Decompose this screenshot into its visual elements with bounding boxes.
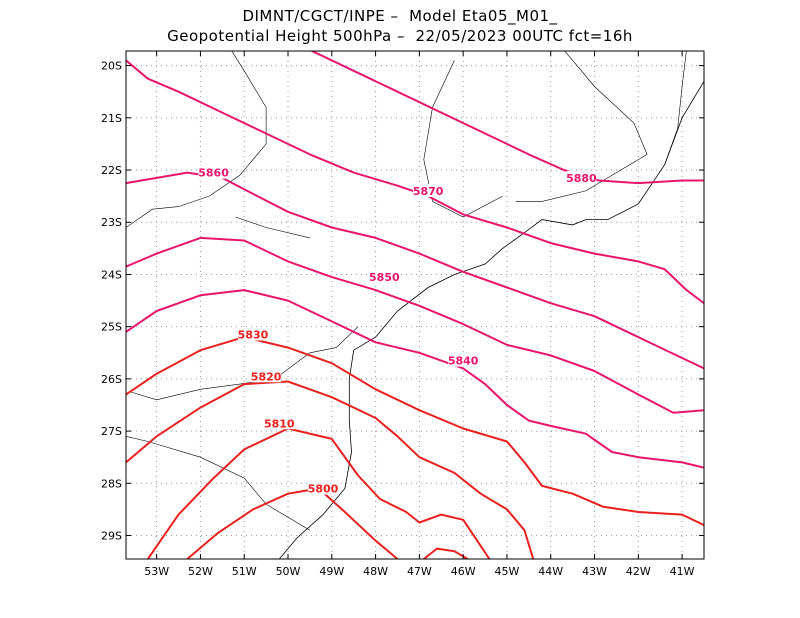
lat-tick-label: 25S	[101, 321, 122, 334]
lon-tick-label: 51W	[232, 565, 257, 578]
contour-label-bg	[566, 170, 597, 184]
lon-tick-label: 50W	[276, 565, 301, 578]
lat-tick-label: 29S	[101, 530, 122, 543]
contour-label-5820: 5820	[251, 370, 282, 383]
lon-tick-label: 44W	[538, 565, 563, 578]
state-border	[423, 60, 503, 218]
state-border	[126, 436, 311, 531]
contour-label-bg	[369, 270, 400, 284]
lon-tick-label: 47W	[407, 565, 432, 578]
contour-5830	[126, 336, 704, 527]
contour-label-bg	[264, 416, 295, 430]
state-border	[126, 51, 267, 228]
contour-5860	[126, 171, 704, 370]
lat-tick-label: 21S	[101, 112, 122, 125]
lat-tick-label: 27S	[101, 425, 122, 438]
lon-tick-label: 45W	[495, 565, 520, 578]
map-frame	[125, 50, 705, 560]
lon-tick-label: 42W	[626, 565, 651, 578]
lat-tick-label: 23S	[101, 216, 122, 229]
contour-label-5850: 5850	[369, 271, 400, 284]
contour-label-5840: 5840	[448, 355, 479, 368]
contour-label-5800: 5800	[308, 483, 339, 496]
contour-label-5870: 5870	[413, 185, 444, 198]
contour-label-bg	[308, 481, 339, 495]
lat-tick-label: 28S	[101, 477, 122, 490]
contour-5850	[126, 236, 704, 414]
contour-labels: 5880 5870 5860 5850 5840 5830 5820 5810 5800	[198, 165, 597, 496]
contour-label-bg	[237, 327, 268, 341]
axis-ticks: 53W 52W 51W 50W 49W 48W 47W 46W 45W 44W 43W 42W 41W 2…	[101, 51, 704, 578]
contour-5880	[309, 51, 704, 185]
state-border	[515, 51, 648, 202]
lon-tick-label: 41W	[670, 565, 695, 578]
contour-5810	[147, 427, 491, 559]
contour-label-5810: 5810	[264, 417, 295, 430]
map-title-line-1: DIMNT/CGCT/INPE – Model Eta05_M01_	[242, 7, 558, 25]
lon-tick-label: 53W	[144, 565, 169, 578]
lat-tick-label: 24S	[101, 268, 122, 281]
lon-tick-label: 48W	[363, 565, 388, 578]
contour-label-bg	[251, 369, 282, 383]
contour-5790	[423, 547, 469, 559]
contour-label-bg	[413, 183, 444, 197]
coastline	[278, 81, 704, 559]
contour-label-bg	[448, 353, 479, 367]
state-border	[235, 216, 310, 239]
lon-tick-label: 49W	[319, 565, 344, 578]
lon-tick-label: 43W	[582, 565, 607, 578]
contour-label-5880: 5880	[566, 172, 597, 185]
lon-tick-label: 46W	[451, 565, 476, 578]
contour-layer	[126, 51, 704, 559]
contour-label-5860: 5860	[198, 167, 229, 180]
lat-tick-label: 20S	[101, 60, 122, 73]
lat-tick-label: 22S	[101, 164, 122, 177]
contour-5800	[186, 487, 399, 559]
contour-5840	[126, 289, 704, 469]
state-border	[664, 51, 687, 165]
lon-tick-label: 52W	[188, 565, 213, 578]
contour-5820	[126, 380, 535, 559]
map-title-line-2: Geopotential Height 500hPa – 22/05/2023 …	[167, 27, 633, 45]
contour-label-bg	[198, 165, 229, 179]
lat-tick-label: 26S	[101, 373, 122, 386]
contour-label-5830: 5830	[238, 328, 269, 341]
